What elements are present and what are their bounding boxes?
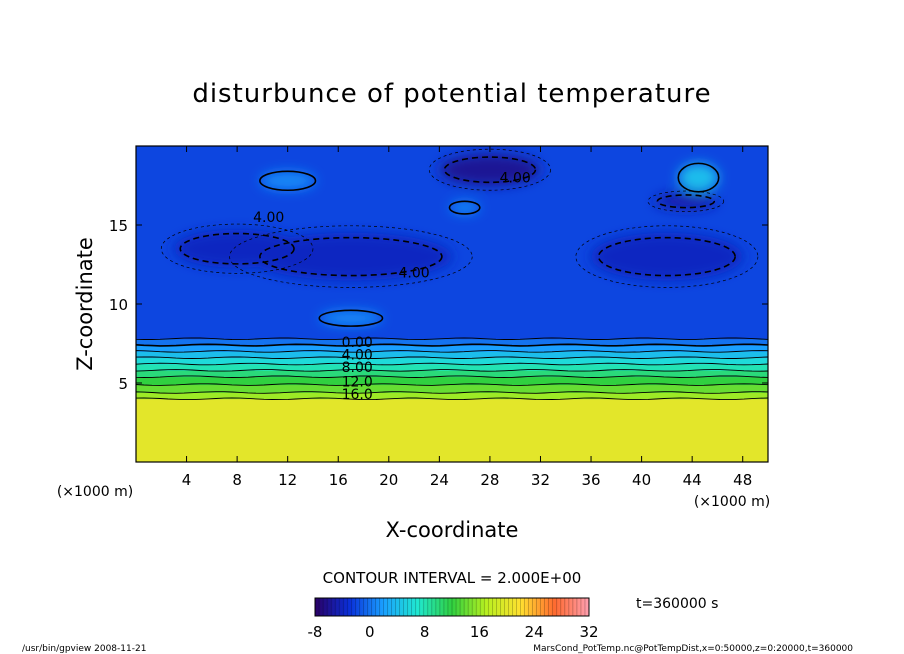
- region-5: [678, 163, 719, 192]
- region-7: [449, 201, 480, 214]
- band-8: [136, 345, 768, 352]
- region-4: [173, 229, 301, 268]
- region-6: [259, 171, 316, 191]
- band-7: [136, 351, 768, 359]
- cold-contour-outer-1: [647, 190, 725, 212]
- cold-contour-3: [597, 236, 736, 277]
- band-5: [136, 364, 768, 371]
- x-tick-label-2: 12: [278, 471, 297, 489]
- cold-contour-4: [179, 232, 295, 265]
- cold-contour-outer-4: [160, 223, 314, 274]
- colorbar-ticks: -8 0 8 16 24 32: [308, 623, 599, 641]
- x-tick-label-0: 4: [182, 471, 192, 489]
- contour-label-2: 4.00: [398, 265, 429, 281]
- region-0: [439, 153, 541, 186]
- x-tick-label-1: 8: [232, 471, 242, 489]
- footer-left: /usr/bin/gpview 2008-11-21: [22, 644, 146, 654]
- y-tick-label-1: 10: [109, 296, 128, 314]
- x-tick-label-5: 24: [430, 471, 449, 489]
- band-6: [136, 357, 768, 365]
- band-2: [136, 384, 768, 393]
- colorbar-fill: [314, 597, 590, 617]
- region-2: [249, 232, 452, 281]
- region-1: [654, 193, 718, 210]
- contour-label-7: 16.0: [342, 387, 373, 403]
- contour-label-1: 4.00: [253, 210, 284, 226]
- y-tick-label-2: 15: [109, 217, 128, 235]
- contour-line-9: [136, 343, 768, 347]
- cold-contour-outer-2: [229, 225, 473, 288]
- y-axis-ticks: 5 10 15: [109, 217, 768, 393]
- colorbar-stripes: [318, 598, 586, 616]
- contour-line-3: [136, 383, 768, 386]
- x-tick-label-7: 32: [531, 471, 550, 489]
- colorbar: -8 0 8 16 24 32: [308, 597, 599, 641]
- cold-contour-1: [656, 194, 716, 209]
- y-tick-label-0: 5: [118, 375, 128, 393]
- y-axis-label: Z-coordinate: [73, 237, 97, 371]
- cold-contour-outer-0: [428, 148, 551, 191]
- cold-contour-0: [443, 156, 537, 184]
- contour-interval-label: CONTOUR INTERVAL = 2.000E+00: [323, 569, 582, 587]
- x-tick-label-8: 36: [581, 471, 600, 489]
- colorbar-tick-label-0: -8: [308, 623, 323, 641]
- x-tick-label-6: 28: [480, 471, 499, 489]
- footer-right: MarsCond_PotTemp.nc@PotTempDist,x=0:5000…: [533, 644, 853, 654]
- band-3: [136, 376, 768, 386]
- contour-label-5: 8.00: [342, 360, 373, 376]
- region-3: [591, 232, 743, 281]
- warm-contour-1: [259, 170, 317, 192]
- x-axis-label: X-coordinate: [386, 518, 519, 542]
- x-tick-label-9: 40: [632, 471, 651, 489]
- cold-contour-outer-3: [575, 225, 759, 288]
- region-8: [319, 310, 383, 327]
- colorbar-tick-label-3: 16: [470, 623, 489, 641]
- contour-line-4: [136, 375, 768, 378]
- contour-label-4: 4.00: [342, 348, 373, 364]
- cold-contour-2: [259, 236, 443, 277]
- temperature-bands: [136, 146, 768, 462]
- warm-contour-0: [677, 162, 720, 193]
- x-tick-label-3: 16: [329, 471, 348, 489]
- colorbar-tick-label-4: 24: [525, 623, 544, 641]
- band-0: [136, 398, 768, 462]
- contour-line-6: [136, 362, 768, 366]
- x-tick-label-4: 20: [379, 471, 398, 489]
- x-tick-label-10: 44: [683, 471, 702, 489]
- contour-line-2: [136, 391, 768, 394]
- contour-line-8: [136, 350, 768, 353]
- x-unit-right: (×1000 m): [694, 494, 770, 510]
- x-axis-ticks: 4 8 12 16 20 24 28 32 36 40 44 48: [182, 146, 752, 489]
- warm-contour-3: [318, 309, 384, 327]
- contour-lines: [136, 148, 768, 401]
- contour-label-0: 4.00: [500, 171, 531, 187]
- contour-line-7: [136, 356, 768, 359]
- contour-line-1: [136, 397, 768, 401]
- contour-line-5: [136, 369, 768, 372]
- contour-label-6: 12.0: [342, 374, 373, 390]
- chart-title: disturbunce of potential temperature: [192, 79, 711, 109]
- time-label: t=360000 s: [636, 596, 718, 612]
- band-1: [136, 392, 768, 400]
- colorbar-tick-label-1: 0: [365, 623, 375, 641]
- band-4: [136, 370, 768, 378]
- contour-line-10: [136, 337, 768, 341]
- x-unit-left: (×1000 m): [57, 484, 133, 500]
- temperature-regions: [173, 153, 743, 327]
- warm-contour-2: [448, 200, 481, 215]
- colorbar-tick-label-2: 8: [420, 623, 430, 641]
- contour-label-3: 0.00: [342, 335, 373, 351]
- plot-area: [136, 146, 768, 462]
- colorbar-tick-label-5: 32: [579, 623, 598, 641]
- band-9: [136, 338, 768, 346]
- x-tick-label-11: 48: [733, 471, 752, 489]
